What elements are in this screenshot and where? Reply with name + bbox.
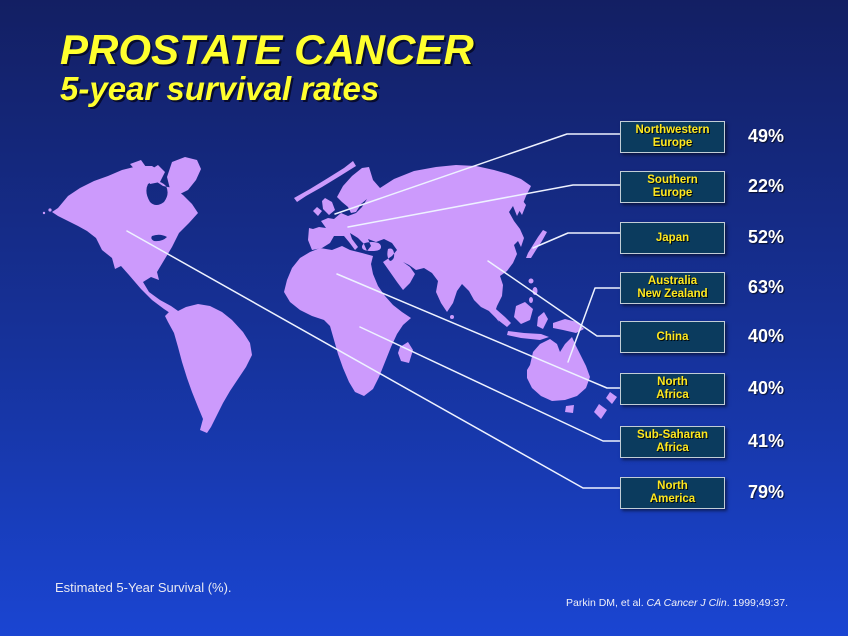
leader-line-southern-europe: [347, 184, 622, 228]
region-label-line2: America: [649, 493, 696, 505]
slide-title: PROSTATE CANCER 5-year survival rates: [60, 28, 474, 106]
title-line2: 5-year survival rates: [60, 69, 380, 107]
region-box-northwestern-europe: Northwestern Europe: [620, 121, 725, 153]
region-value-north-america: 79%: [748, 482, 785, 502]
region-label-line1: North: [657, 376, 688, 388]
map-africa: [284, 246, 411, 396]
map-aleutian-island: [48, 208, 52, 212]
leader-line-japan: [532, 232, 622, 249]
region-value-china: 40%: [748, 326, 785, 346]
region-value-northwestern-europe: 49%: [748, 126, 785, 146]
region-box-north-america: North America: [620, 477, 725, 509]
map-japan: [519, 201, 547, 258]
region-label-line1: Australia: [647, 275, 698, 287]
region-value-sub-saharan-africa: 41%: [748, 431, 785, 451]
region-label-line1: China: [656, 330, 689, 343]
region-value-north-africa: 40%: [748, 378, 785, 398]
region-box-southern-europe: Southern Europe: [620, 171, 725, 203]
map-taiwan: [528, 278, 534, 284]
map-south-america: [165, 304, 252, 433]
region-box-sub-saharan-africa: Sub-Saharan Africa: [620, 426, 725, 458]
map-philippines: [529, 297, 533, 303]
citation-authors: Parkin DM, et al.: [566, 597, 647, 609]
region-label-line1: Northwestern: [635, 124, 710, 136]
map-sri-lanka: [450, 315, 454, 319]
region-label-line2: Europe: [652, 187, 693, 199]
region-label-line1: North: [657, 480, 688, 492]
region-box-north-africa: North Africa: [620, 373, 725, 405]
region-label-line1: Sub-Saharan: [637, 429, 708, 441]
citation: Parkin DM, et al. CA Cancer J Clin. 1999…: [566, 597, 788, 609]
map-new-zealand: [594, 392, 617, 419]
region-label-line2: Europe: [652, 137, 693, 149]
citation-journal: CA Cancer J Clin: [646, 597, 727, 609]
map-indonesia: [485, 302, 584, 340]
citation-year: . 1999;49:37.: [726, 597, 788, 609]
map-north-america: [52, 166, 198, 317]
region-value-japan: 52%: [748, 227, 785, 247]
region-value-southern-europe: 22%: [748, 176, 785, 196]
map-aleutian-island: [42, 211, 46, 215]
map-british-isles: [313, 198, 335, 216]
leader-line-china: [487, 260, 622, 337]
region-label-line2: Africa: [656, 442, 689, 454]
region-box-china: China: [620, 321, 725, 353]
region-box-australia-new-zealand: Australia New Zealand: [620, 272, 725, 304]
map-australia: [527, 337, 590, 413]
leader-line-north-africa: [336, 273, 622, 389]
region-label-line2: Africa: [656, 389, 689, 401]
leader-line-north-america: [126, 230, 622, 489]
region-label-line1: Japan: [655, 231, 690, 244]
region-value-australia-new-zealand: 63%: [748, 277, 785, 297]
leader-line-australia-new-zealand: [567, 287, 622, 363]
title-line1: PROSTATE CANCER: [60, 26, 474, 73]
region-label-line2: New Zealand: [637, 288, 708, 300]
map-greenland-arctic: [130, 157, 356, 202]
callout-lines: [126, 133, 622, 489]
footnote: Estimated 5-Year Survival (%).: [55, 580, 232, 595]
leader-line-sub-saharan-africa: [359, 326, 622, 442]
region-label-line1: Southern: [647, 174, 698, 186]
leader-line-northwestern-europe: [334, 133, 622, 215]
region-box-japan: Japan: [620, 222, 725, 254]
